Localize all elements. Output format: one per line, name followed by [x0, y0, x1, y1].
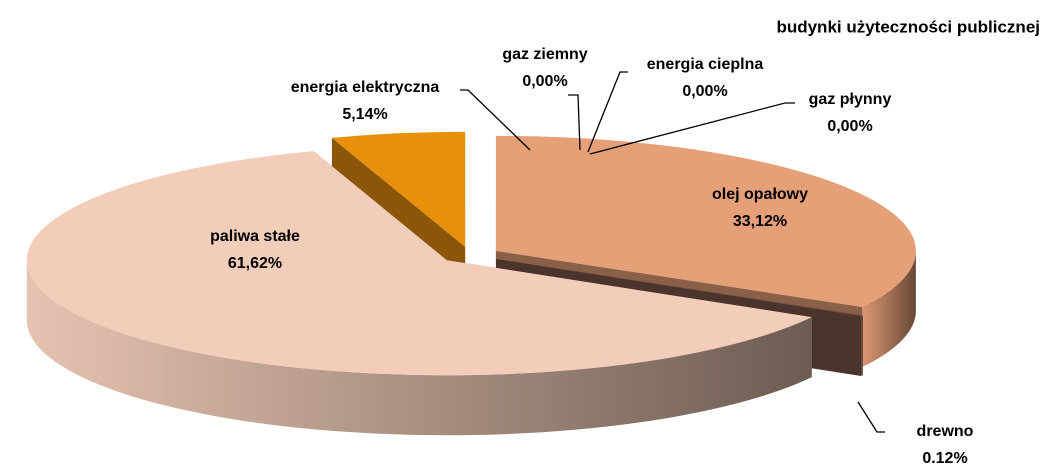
- leader-line: [568, 94, 581, 151]
- data-label-value: 0,00%: [682, 83, 727, 100]
- data-label-name: energia elektryczna: [291, 79, 440, 96]
- chart-title: budynki użyteczności publicznej: [776, 17, 1040, 36]
- data-label-name: olej opałowy: [712, 186, 808, 203]
- slice: [26, 151, 812, 376]
- slice: [331, 131, 466, 247]
- data-label-name: drewno: [917, 423, 974, 440]
- data-label-value: 0,00%: [522, 73, 567, 90]
- data-label-value: 5,14%: [342, 106, 387, 123]
- data-label-name: gaz ziemny: [502, 46, 587, 63]
- leader-line: [587, 71, 628, 153]
- data-label-value: 0,00%: [827, 118, 872, 135]
- data-label-value: 61,62%: [228, 255, 282, 272]
- slice: [496, 259, 863, 316]
- leader-line: [857, 401, 885, 433]
- data-label-value: 0.12%: [922, 450, 967, 466]
- leader-line: [460, 89, 531, 151]
- data-label-name: paliwa stałe: [210, 228, 300, 245]
- leader-line: [589, 102, 795, 155]
- slice-side: [862, 250, 916, 368]
- slice-side: [861, 315, 863, 376]
- data-label-value: 33,12%: [733, 213, 787, 230]
- data-label-name: energia cieplna: [647, 56, 764, 73]
- slice-side: [26, 260, 812, 436]
- data-label-name: gaz płynny: [809, 91, 892, 108]
- slice: [495, 135, 916, 308]
